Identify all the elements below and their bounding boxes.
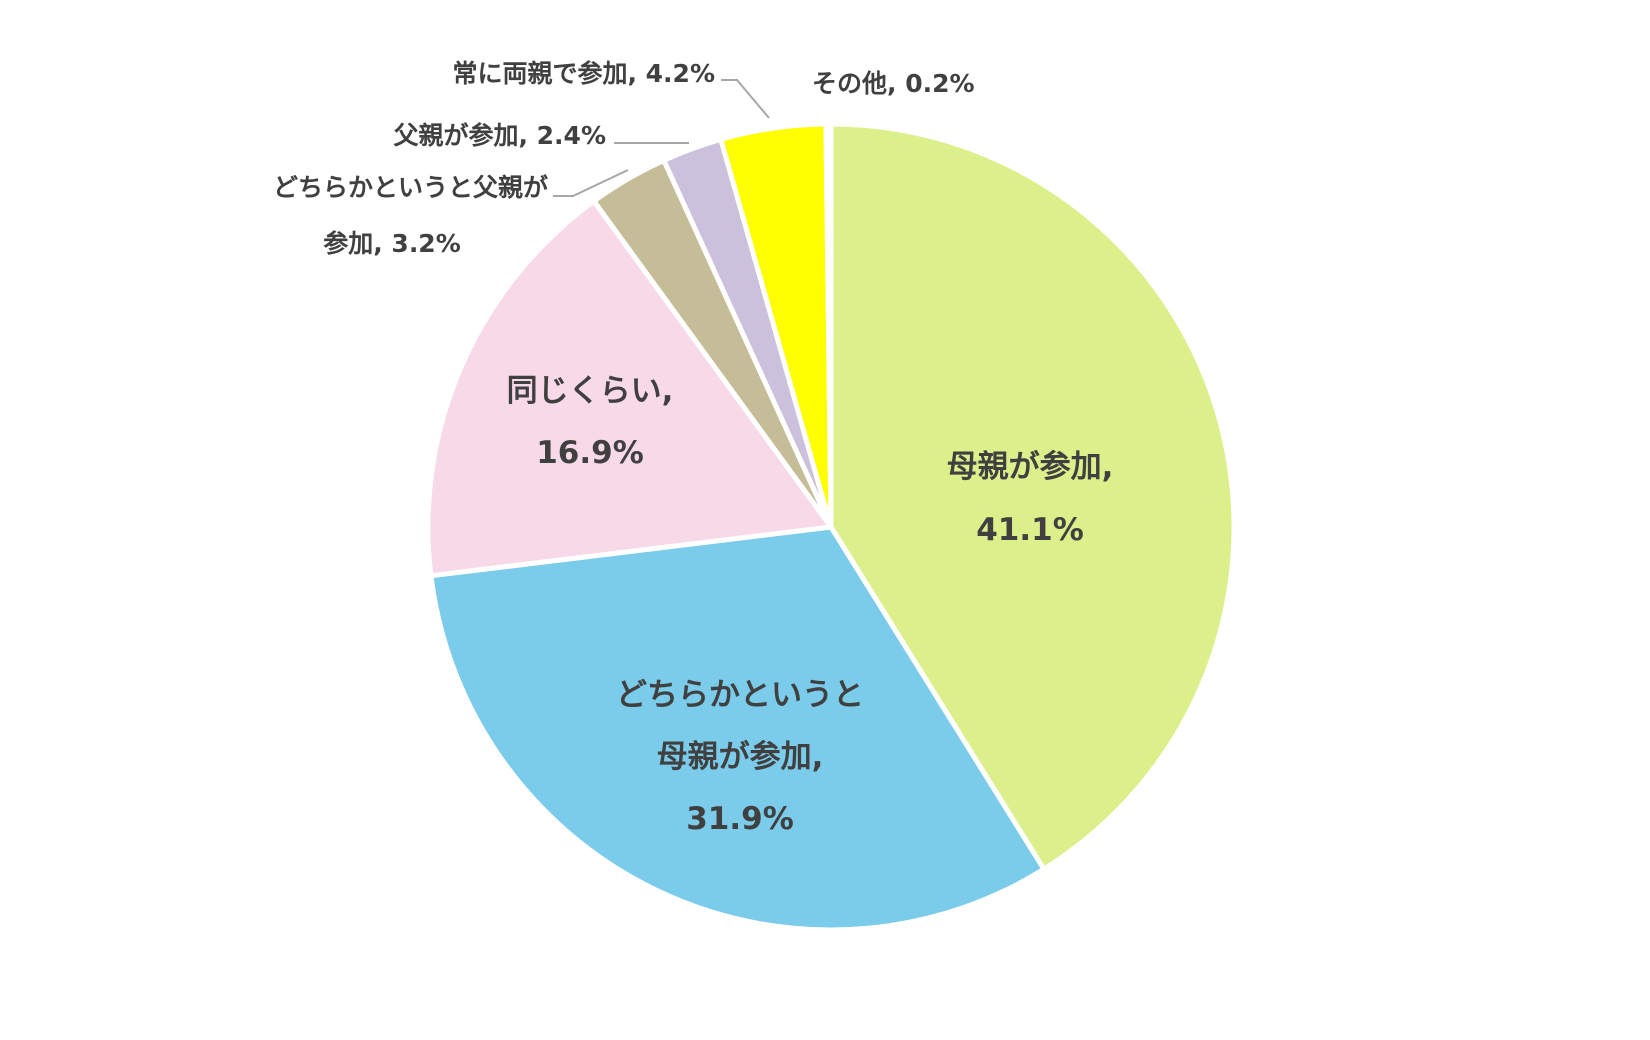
pie-slice-mother	[828, 121, 1237, 872]
slice-label-same-value: 16.9%	[536, 435, 644, 471]
pie-slice-other	[823, 121, 834, 530]
slice-label-other: その他, 0.2%	[812, 69, 975, 98]
slice-label-rather-mother-value: 31.9%	[686, 801, 794, 837]
slice-label-rather-mother-line2: 母親が参加,	[657, 739, 824, 775]
slice-label-mother-name: 母親が参加,	[947, 449, 1114, 485]
leader-line-rather-father	[553, 169, 629, 197]
slice-label-both: 常に両親で参加, 4.2%	[452, 59, 715, 88]
slice-label-father: 父親が参加, 2.4%	[393, 121, 606, 150]
leader-line-both	[721, 79, 770, 119]
pie-slices	[425, 121, 1237, 933]
pie-slice-same	[425, 198, 834, 579]
slice-label-rather-father-line1: どちらかというと父親が	[273, 173, 548, 202]
slice-label-mother-value: 41.1%	[976, 512, 1084, 548]
slice-label-same-name: 同じくらい,	[507, 373, 674, 409]
pie-slice-rather-mother	[428, 524, 1047, 933]
slice-label-rather-mother-line1: どちらかというと	[616, 677, 864, 713]
slice-label-rather-father-line2: 参加, 3.2%	[323, 229, 461, 258]
